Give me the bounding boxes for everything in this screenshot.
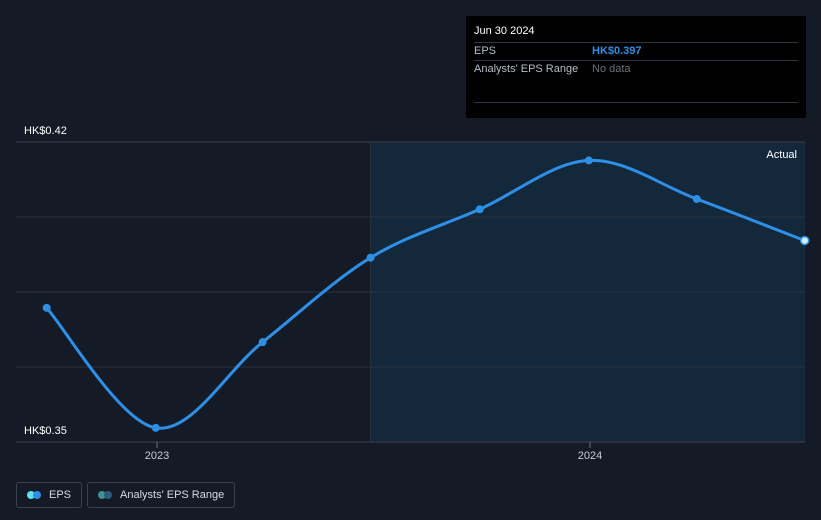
- tooltip-eps-value: HK$0.397: [592, 45, 642, 57]
- tooltip-eps-row: EPS HK$0.397: [474, 42, 798, 60]
- eps-tooltip: Jun 30 2024 EPS HK$0.397 Analysts' EPS R…: [466, 16, 806, 118]
- legend-dot: [33, 491, 41, 499]
- y-axis-max-label: HK$0.42: [24, 125, 67, 137]
- eps-point[interactable]: [692, 195, 701, 203]
- eps-point[interactable]: [42, 303, 51, 312]
- y-axis-min-label: HK$0.35: [24, 425, 67, 437]
- legend-eps-button[interactable]: EPS: [16, 482, 83, 508]
- actual-region-label: Actual: [766, 149, 797, 161]
- tooltip-range-value: No data: [592, 63, 631, 75]
- legend-eps-label: EPS: [49, 489, 72, 501]
- legend-dot: [98, 491, 106, 499]
- range-legend-icon: [98, 491, 112, 499]
- tooltip-eps-label: EPS: [474, 45, 497, 57]
- eps-points: [42, 156, 810, 432]
- tooltip-date: Jun 30 2024: [474, 25, 535, 37]
- legend-dot: [27, 491, 35, 499]
- legend-dot: [104, 491, 112, 499]
- legend-range-label: Analysts' EPS Range: [120, 489, 225, 501]
- x-tick-label: 2023: [145, 450, 169, 462]
- tooltip-range-row: Analysts' EPS Range No data: [474, 60, 798, 78]
- tooltip-divider: [474, 102, 798, 103]
- eps-point[interactable]: [151, 423, 160, 432]
- grid-lines: [16, 141, 805, 368]
- eps-point[interactable]: [475, 205, 484, 214]
- eps-point[interactable]: [366, 253, 375, 262]
- eps-point-highlighted[interactable]: [799, 235, 810, 246]
- eps-legend-icon: [27, 491, 41, 499]
- tooltip-range-label: Analysts' EPS Range: [474, 63, 579, 75]
- legend-range-button[interactable]: Analysts' EPS Range: [87, 482, 236, 508]
- eps-point[interactable]: [584, 156, 593, 165]
- x-tick-label: 2024: [578, 450, 602, 462]
- eps-point[interactable]: [258, 338, 267, 347]
- x-ticks: 2023 2024: [145, 442, 602, 462]
